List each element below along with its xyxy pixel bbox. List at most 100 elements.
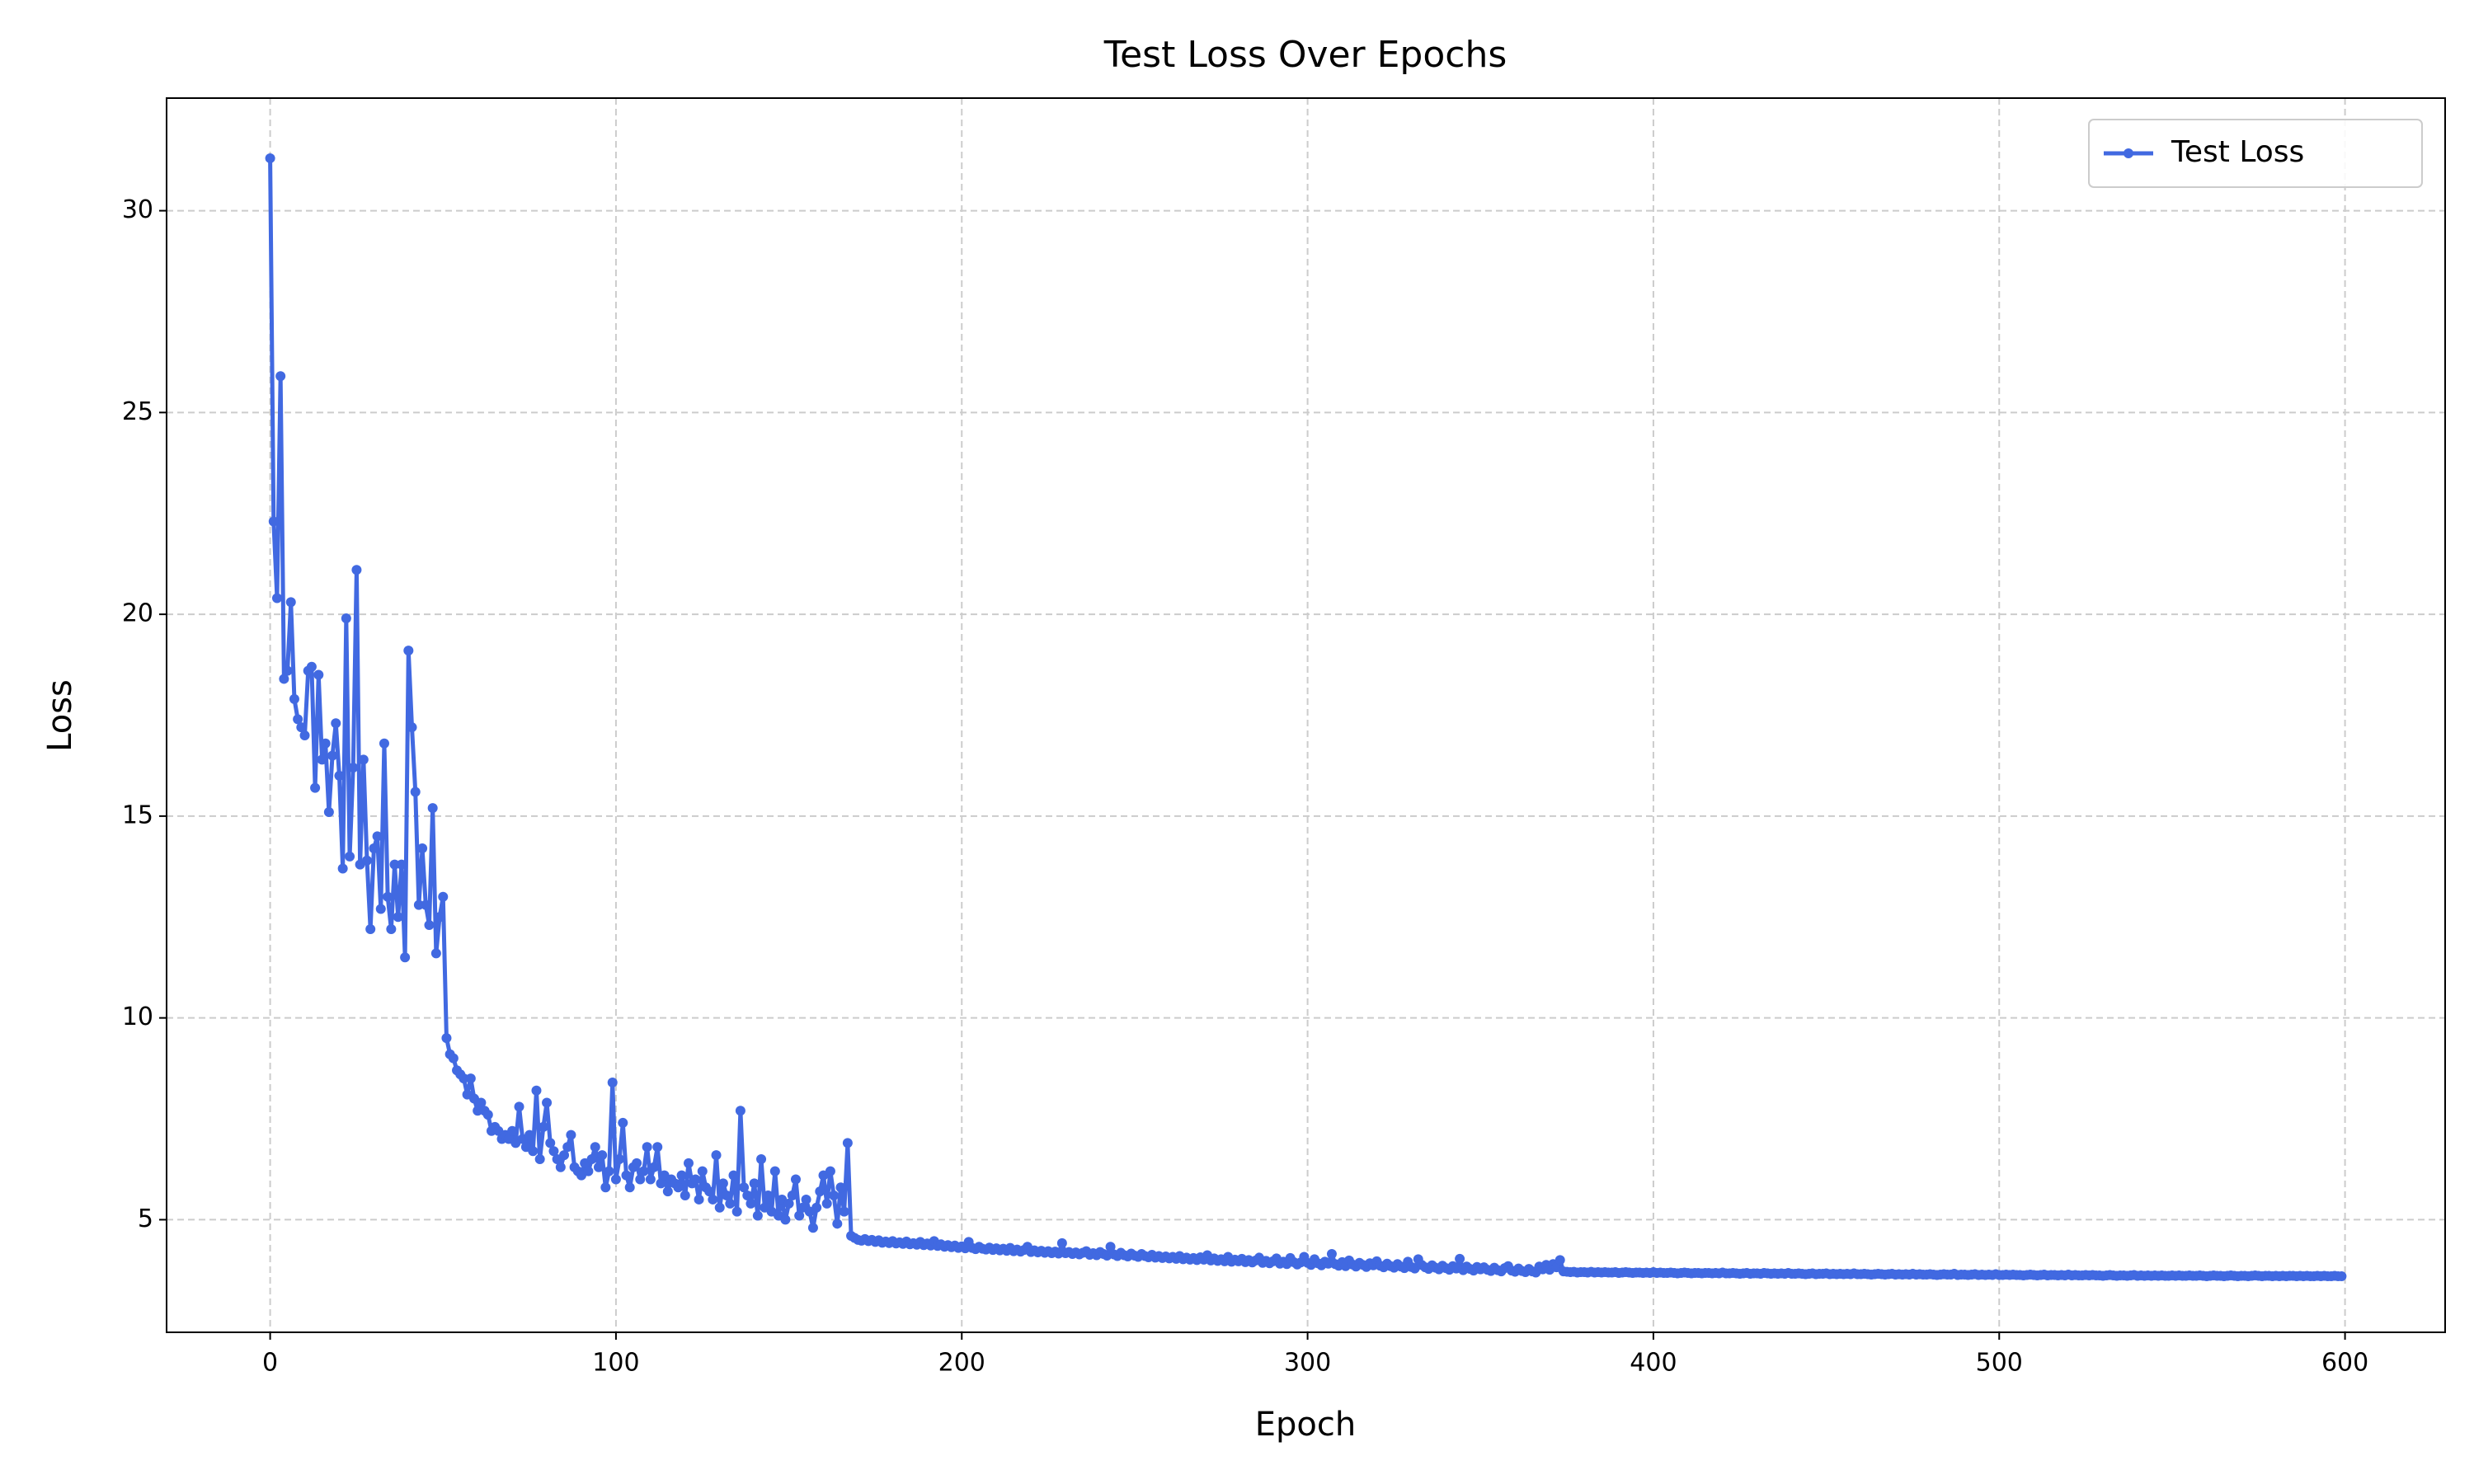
point [320,738,331,749]
point [476,1097,487,1108]
point [790,1174,801,1185]
point [562,1142,573,1153]
point [299,730,310,740]
point [271,593,282,603]
point [2336,1270,2347,1281]
point [1455,1253,1465,1264]
point [825,1166,835,1176]
point [832,1219,843,1229]
x-tick-label: 100 [592,1349,639,1378]
point [604,1166,614,1176]
point [731,1206,742,1217]
point [337,863,348,874]
point [586,1153,597,1164]
point [327,750,338,761]
point [348,763,359,773]
x-tick-label: 600 [2321,1349,2368,1378]
point [597,1150,608,1161]
point [313,669,324,680]
point [725,1198,736,1209]
point [787,1190,797,1201]
point [618,1117,628,1128]
point [1056,1237,1067,1248]
point [676,1170,687,1181]
x-tick-label: 300 [1284,1349,1331,1378]
point [507,1125,518,1136]
point [714,1202,725,1213]
point [1554,1255,1565,1266]
point [285,597,296,608]
point [407,722,417,733]
legend-marker [2124,148,2133,158]
point [389,859,400,870]
point [749,1178,760,1189]
point [807,1223,818,1233]
legend-label: Test Loss [2171,135,2304,169]
x-tick-label: 400 [1630,1349,1677,1378]
point [583,1166,594,1176]
point [393,912,403,923]
grid [167,98,2445,1332]
point [362,855,373,866]
point [566,1129,576,1140]
point [351,565,362,575]
point [386,923,397,934]
point [365,923,376,934]
point [441,1033,452,1044]
point [279,674,289,684]
point [514,1101,524,1112]
point [421,899,431,910]
point [482,1110,493,1120]
point [413,899,424,910]
point [282,665,293,676]
point [545,1138,556,1148]
point [656,1178,666,1189]
point [769,1166,780,1176]
point [839,1206,849,1217]
point [265,153,275,163]
point [621,1170,632,1181]
point [694,1194,704,1205]
point [1105,1242,1116,1252]
point [435,912,445,923]
point [593,1162,604,1172]
point [600,1182,611,1193]
point [400,952,411,963]
y-tick-label: 30 [122,195,153,224]
point [396,859,407,870]
x-tick-label: 500 [1976,1349,2023,1378]
point [372,831,383,842]
point [642,1142,652,1153]
point [690,1174,701,1185]
point [735,1106,745,1116]
point [528,1146,539,1157]
point [728,1170,739,1181]
plot-area [265,153,2347,1281]
point [680,1190,690,1201]
point [531,1085,542,1096]
point [306,661,317,672]
x-tick-label: 200 [938,1349,985,1378]
point [345,851,355,862]
point [317,754,327,765]
point [379,738,389,749]
y-tick-label: 25 [122,397,153,426]
point [542,1097,553,1108]
point [635,1174,646,1185]
y-tick-label: 20 [122,599,153,628]
point [624,1182,635,1193]
point [448,1053,459,1064]
point [756,1153,767,1164]
point [358,754,369,765]
point [708,1194,718,1205]
point [590,1142,600,1153]
point [842,1138,853,1148]
point [465,1073,476,1084]
point [524,1129,535,1140]
legend: Test Loss [2088,119,2423,188]
point [763,1190,774,1201]
point [559,1150,570,1161]
point [296,722,307,733]
point [780,1214,791,1225]
point [742,1190,753,1201]
